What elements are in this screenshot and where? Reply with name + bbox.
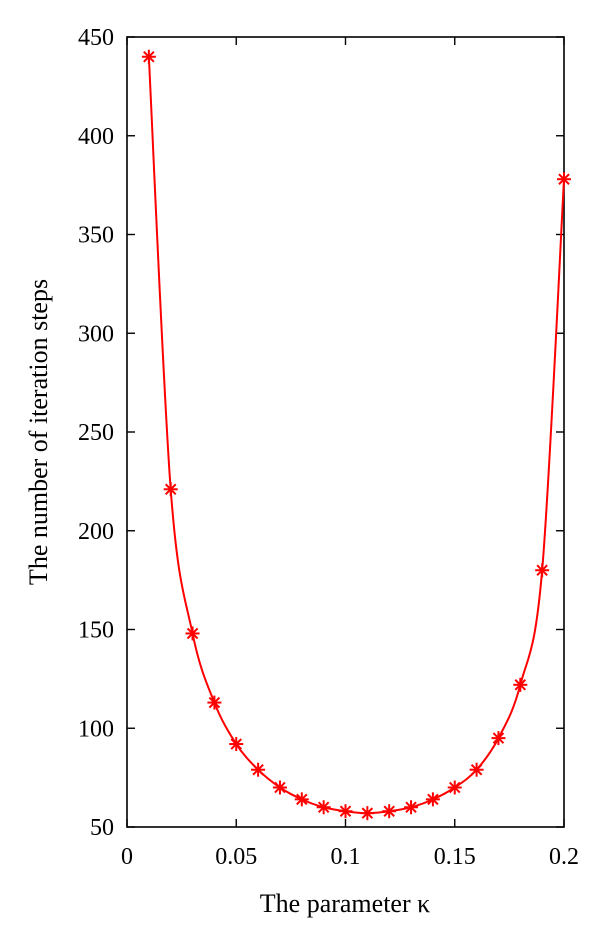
x-axis-ticks: 0 0.05 0.1 0.15 0.2 xyxy=(121,37,579,870)
y-axis-ticks: 50 100 150 200 250 300 350 400 450 xyxy=(78,25,564,841)
data-point xyxy=(557,172,571,187)
data-point xyxy=(447,780,462,795)
data-point xyxy=(163,482,178,497)
data-point xyxy=(294,792,309,807)
data-point xyxy=(360,806,375,821)
y-tick-label: 200 xyxy=(78,519,114,545)
data-point xyxy=(141,49,156,64)
y-axis-label: The number of iteration steps xyxy=(24,279,53,585)
data-point xyxy=(272,780,287,795)
y-tick-label: 300 xyxy=(78,321,114,347)
x-tick-label: 0 xyxy=(121,844,133,870)
data-point xyxy=(316,800,331,815)
y-tick-label: 450 xyxy=(78,25,114,51)
data-point xyxy=(535,563,550,578)
data-point xyxy=(469,762,484,777)
data-point xyxy=(251,762,266,777)
data-point xyxy=(229,737,244,752)
y-tick-label: 400 xyxy=(78,124,114,150)
y-tick-label: 250 xyxy=(78,420,114,446)
data-point xyxy=(513,677,528,692)
plot-frame xyxy=(126,36,565,828)
x-tick-label: 0.05 xyxy=(215,844,257,870)
x-tick-label: 0.15 xyxy=(434,844,476,870)
data-point xyxy=(491,731,506,746)
x-axis-label: The parameter κ xyxy=(260,889,430,918)
data-point xyxy=(425,792,440,807)
y-tick-label: 350 xyxy=(78,223,114,249)
data-point xyxy=(404,800,419,815)
y-tick-label: 100 xyxy=(78,716,114,742)
y-tick-label: 150 xyxy=(78,618,114,644)
data-point xyxy=(185,626,200,641)
data-point xyxy=(338,804,353,819)
x-tick-label: 0.1 xyxy=(331,844,361,870)
data-point-markers xyxy=(141,49,571,821)
y-tick-label: 50 xyxy=(90,815,114,841)
data-point xyxy=(207,695,222,710)
x-tick-label: 0.2 xyxy=(549,844,579,870)
data-point xyxy=(382,804,397,819)
